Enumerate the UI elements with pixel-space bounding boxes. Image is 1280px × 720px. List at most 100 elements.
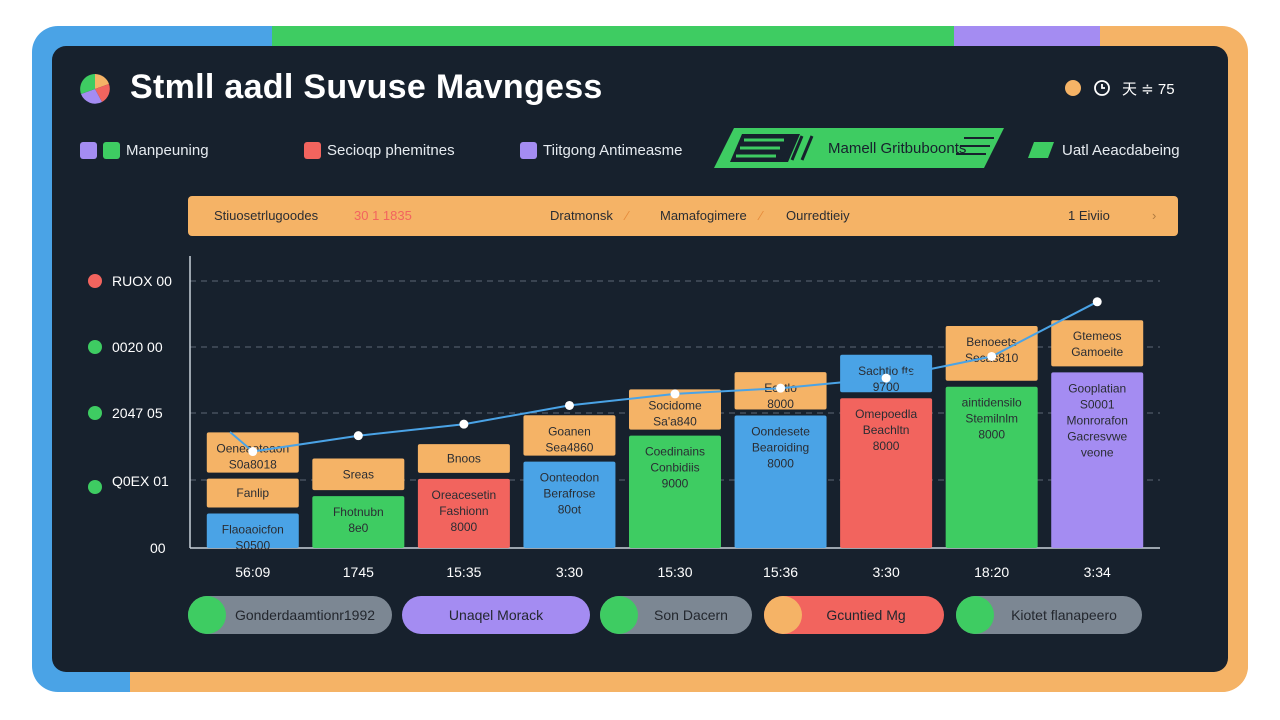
bar-label: Coedinains [645,445,705,459]
filter-bar: Stiuosetrlugoodes 30 1 1835 Dratmonsk ⁄ … [188,196,1178,236]
pill-knob [188,596,226,634]
bar-segment [523,461,616,548]
legend-label: Manpeuning [126,141,209,159]
y-axis-dot [88,480,102,494]
x-tick-label: 18:20 [974,564,1009,580]
bar-label: Berafrose [543,487,595,501]
bar-label: Gtemeos [1073,329,1122,343]
legend-label: Uatl Aeacdabeing [1062,141,1180,159]
trend-point [987,351,997,361]
y-axis-label: 0020 00 [112,339,163,355]
legend-item-manpeuning[interactable]: Manpeuning [80,140,209,160]
bar-label: 8000 [767,457,794,471]
pie-logo-icon [80,74,110,104]
trend-point [248,447,258,457]
status-circle-icon[interactable] [1064,78,1082,98]
bar-segment [840,398,933,548]
pill-label: Son Dacern [654,607,728,623]
pill-label: Unaqel Morack [448,607,544,623]
bar-label: 80ot [558,503,582,517]
trend-point [353,431,363,441]
bar-segment [417,478,510,548]
bar-segment [840,354,933,393]
bar-label: Socidome [648,398,702,412]
pill-knob [600,596,638,634]
legend-item-tiitgong[interactable]: Tiitgong Antimeasme [520,140,683,160]
y-axis-dot [88,340,102,354]
bar-label: 8000 [873,439,900,453]
filter-item[interactable]: 1 Eiviio [1068,208,1110,223]
bar-label: 8e0 [348,521,368,535]
y-axis-dot [88,274,102,288]
legend-highlight-label: Mamell Gritbuboonts [828,140,967,157]
bar-label: veone [1081,445,1114,459]
footer-pill[interactable]: Son Dacern [600,596,752,634]
bar-segment [312,458,405,491]
trend-point [881,373,891,383]
legend-label: Secioqp phemitnes [327,141,455,159]
bar-label: Sreas [343,467,374,481]
bar-label: Bearoiding [752,441,809,455]
x-tick-label: 3:30 [556,564,583,580]
bar-label: Stemilnlm [965,412,1018,426]
filter-date[interactable]: 30 1 1835 [354,208,412,223]
legend-swatch-green [103,141,120,159]
footer-pill[interactable]: Unaqel Morack [402,596,590,634]
bar-segment [523,415,616,456]
trend-point [670,389,680,399]
footer-pill[interactable]: Gcuntied Mg [764,596,944,634]
filter-item[interactable]: Dratmonsk [550,208,613,223]
footer-pill[interactable]: Gonderdaamtionr1992 [188,596,392,634]
bar-segment [1051,372,1144,548]
bar-label: Oondesete [751,425,810,439]
bar-label: S0001 [1080,397,1115,411]
pill-label: Kiotet flanapeero [1011,607,1117,623]
bar-label: Flaoaoicfon [222,522,284,536]
trend-line [229,300,1098,453]
legend-item-uatl[interactable]: Uatl Aeacdabeing [1028,140,1180,160]
bar-segment [206,478,299,508]
filter-item[interactable]: Mamafogimere [660,208,747,223]
pill-knob [956,596,994,634]
bar-segment [312,496,405,548]
filter-item[interactable]: Ourredtieiy [786,208,850,223]
bar-segment [1051,320,1144,367]
filter-sep-icon: ⁄ [626,208,629,223]
bar-label: 9000 [662,477,689,491]
legend-swatch-purple [520,141,537,159]
filter-item[interactable]: Stiuosetrlugoodes [214,208,319,223]
bar-label: aintidensilo [962,396,1022,410]
y-axis-label: 2047 05 [112,405,163,421]
x-tick-label: 3:30 [872,564,899,580]
bar-label: 8000 [767,397,794,411]
bar-segment [945,386,1038,548]
bar-label: Oreacesetin [432,488,497,502]
header-menu-text[interactable]: 天 ≑ 75 [1122,81,1175,98]
pill-knob [764,596,802,634]
bar-label: Bnoos [447,451,481,465]
bar-label: Goanen [548,424,591,438]
chevron-right-icon[interactable]: › [1152,208,1157,223]
bar-label: Monrorafon [1067,413,1128,427]
bar-label: Oonteodon [540,471,599,485]
page-title: Stmll aadl Suvuse Mavngess [130,68,603,106]
bar-label: Beachltn [863,423,910,437]
bar-label: 9700 [873,380,900,394]
bar-segment [206,513,299,548]
footer-pill[interactable]: Kiotet flanapeero [956,596,1142,634]
pill-label: Gcuntied Mg [826,607,906,623]
legend-highlight-banner[interactable] [714,128,1004,168]
trend-point [1092,297,1102,307]
bar-label: Gacresvwe [1067,429,1127,443]
trend-point [459,419,469,429]
bar-label: Fhotnubn [333,505,384,519]
bar-label: Sea4860 [545,440,593,454]
bar-label: S0500 [235,538,270,552]
bar-segment [629,389,721,430]
x-tick-label: 3:34 [1084,564,1111,580]
clock-icon[interactable] [1092,78,1112,98]
legend-label: Tiitgong Antimeasme [543,141,683,159]
trend-point [564,400,574,410]
legend-item-secioqp[interactable]: Secioqp phemitnes [304,140,455,160]
